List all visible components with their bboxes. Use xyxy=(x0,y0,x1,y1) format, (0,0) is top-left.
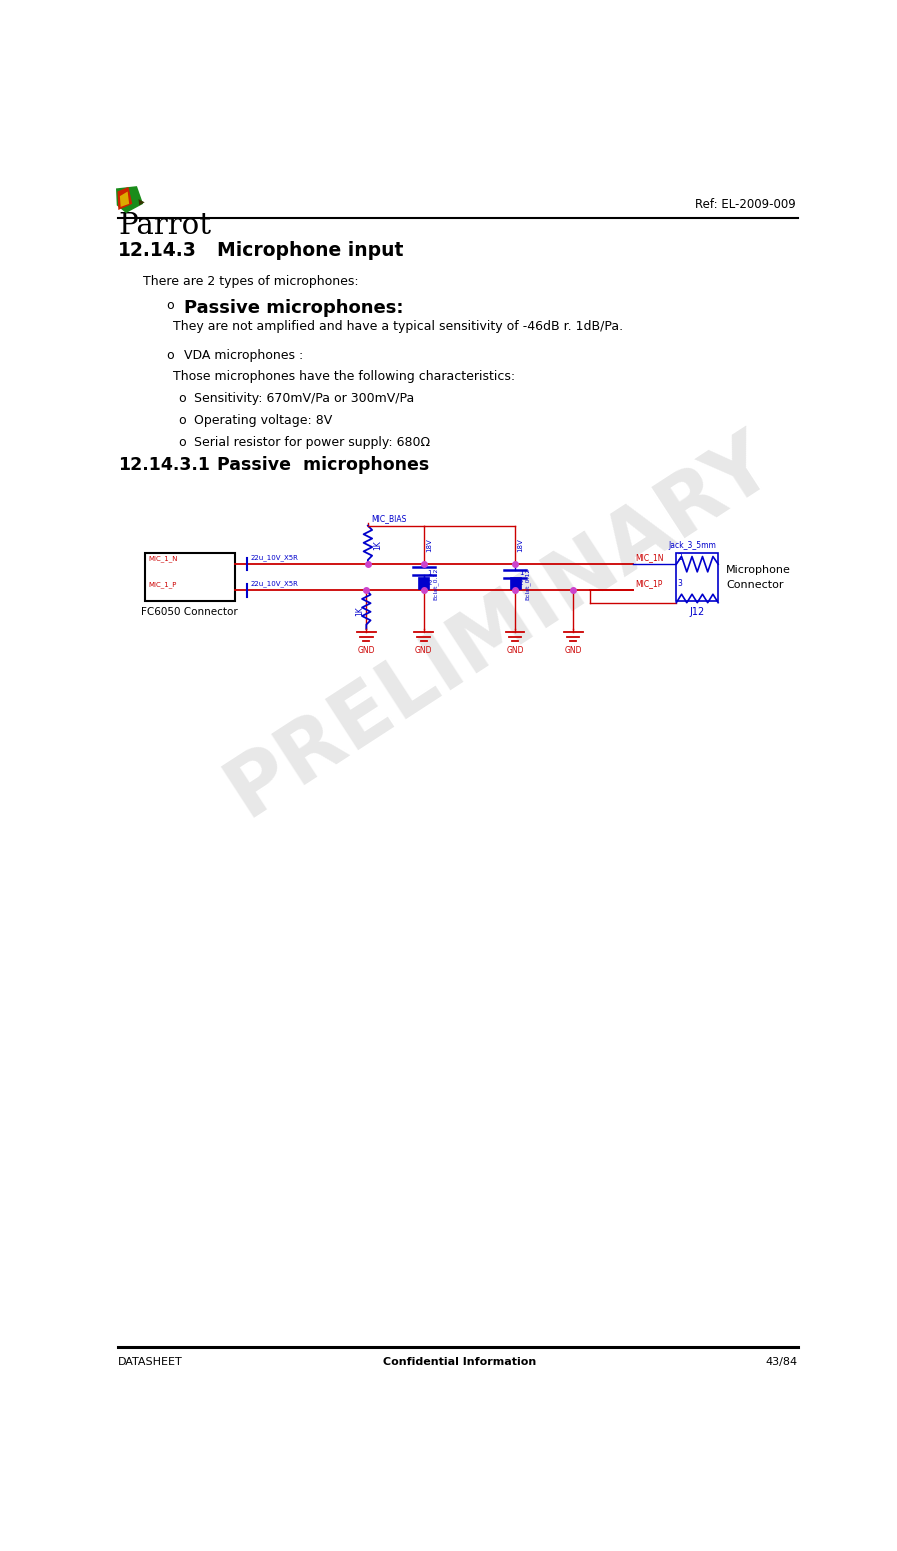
Text: MIC_1_P: MIC_1_P xyxy=(149,582,177,588)
Text: There are 2 types of microphones:: There are 2 types of microphones: xyxy=(144,276,359,288)
Text: 1: 1 xyxy=(519,571,524,577)
Text: 18V: 18V xyxy=(426,538,432,552)
Text: Passive microphones:: Passive microphones: xyxy=(184,298,404,316)
Text: J12: J12 xyxy=(690,608,705,617)
Text: Ref: EL-2009-009: Ref: EL-2009-009 xyxy=(695,199,796,211)
Text: MIC_1P: MIC_1P xyxy=(635,579,663,588)
Text: o: o xyxy=(166,298,174,312)
Bar xyxy=(418,577,429,589)
Text: 2: 2 xyxy=(428,580,432,586)
Text: o: o xyxy=(178,392,186,405)
Text: o: o xyxy=(166,349,174,361)
Text: Jack_3_5mm: Jack_3_5mm xyxy=(669,541,717,551)
Text: 22u_10V_X5R: 22u_10V_X5R xyxy=(250,554,298,561)
Polygon shape xyxy=(118,186,132,209)
Text: Those microphones have the following characteristics:: Those microphones have the following cha… xyxy=(172,371,515,383)
Polygon shape xyxy=(138,199,144,205)
Text: FC6050 Connector: FC6050 Connector xyxy=(141,608,238,617)
Text: Parrot: Parrot xyxy=(118,212,212,240)
Text: 1K: 1K xyxy=(373,540,382,549)
Text: 1: 1 xyxy=(428,571,432,577)
Text: 1K: 1K xyxy=(355,606,364,616)
Text: 18V: 18V xyxy=(518,538,524,552)
Bar xyxy=(144,552,235,602)
Polygon shape xyxy=(116,186,144,212)
Text: 43/84: 43/84 xyxy=(766,1357,798,1368)
Text: o: o xyxy=(178,414,186,427)
Text: They are not amplified and have a typical sensitivity of -46dB r. 1dB/Pa.: They are not amplified and have a typica… xyxy=(172,320,623,333)
Text: Microphone input: Microphone input xyxy=(217,240,403,259)
Text: GND: GND xyxy=(415,645,432,655)
Text: GND: GND xyxy=(507,645,524,655)
Text: Microphone
Connector: Microphone Connector xyxy=(726,565,791,589)
Text: MIC_1_N: MIC_1_N xyxy=(149,555,178,561)
Text: 22u_10V_X5R: 22u_10V_X5R xyxy=(250,580,298,588)
Text: Serial resistor for power supply: 680Ω: Serial resistor for power supply: 680Ω xyxy=(194,436,430,448)
Polygon shape xyxy=(120,191,129,206)
Text: o: o xyxy=(178,436,186,448)
Text: VDA microphones :: VDA microphones : xyxy=(184,349,303,361)
Text: Sensitivity: 670mV/Pa or 300mV/Pa: Sensitivity: 670mV/Pa or 300mV/Pa xyxy=(194,392,414,405)
Bar xyxy=(676,552,718,602)
Text: MIC_1N: MIC_1N xyxy=(635,552,664,561)
Text: 3: 3 xyxy=(678,579,683,588)
Text: MIC_BIAS: MIC_BIAS xyxy=(371,515,406,523)
Text: Passive  microphones: Passive microphones xyxy=(217,456,429,475)
Text: 2: 2 xyxy=(678,552,683,561)
Text: Confidential Information: Confidential Information xyxy=(383,1357,536,1368)
Text: Operating voltage: 8V: Operating voltage: 8V xyxy=(194,414,332,427)
Text: Eclat_0.12: Eclat_0.12 xyxy=(525,568,530,600)
Text: GND: GND xyxy=(564,645,582,655)
Text: 2: 2 xyxy=(519,580,523,586)
Text: 12.14.3: 12.14.3 xyxy=(118,240,197,259)
Text: Eclat_0.12: Eclat_0.12 xyxy=(433,568,439,600)
Text: 12.14.3.1: 12.14.3.1 xyxy=(118,456,210,475)
Bar xyxy=(509,577,520,589)
Text: DATASHEET: DATASHEET xyxy=(118,1357,183,1368)
Text: GND: GND xyxy=(358,645,375,655)
Text: PRELIMINARY: PRELIMINARY xyxy=(212,419,788,833)
